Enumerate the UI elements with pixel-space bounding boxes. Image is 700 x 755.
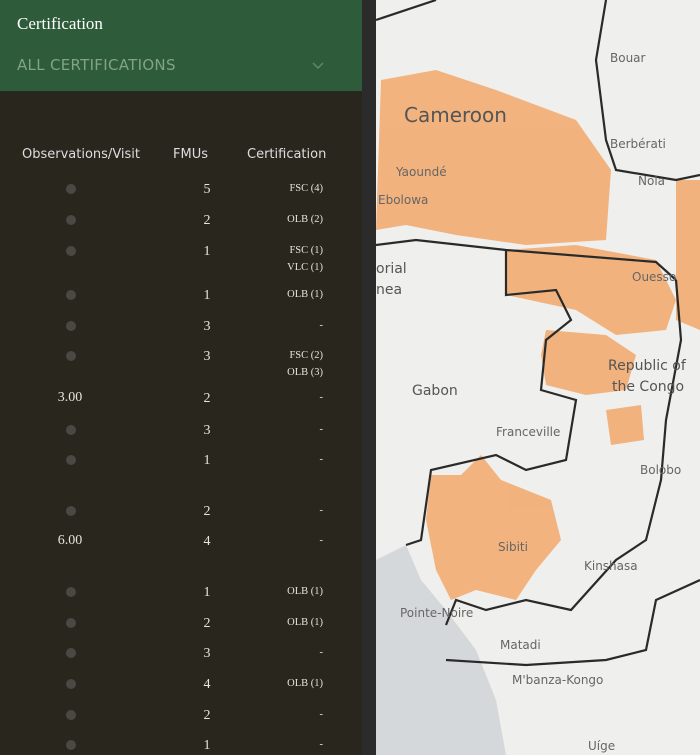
observations: 6.00 <box>57 533 83 548</box>
map-label: the Congo <box>612 379 684 395</box>
fmus: 2 <box>203 616 211 631</box>
certification: - <box>319 392 324 403</box>
column-header[interactable]: Observations/Visit <box>22 147 141 162</box>
certification: OLB (2) <box>287 214 323 225</box>
fmus: 4 <box>203 677 211 692</box>
certification: - <box>319 320 324 331</box>
map-label: orial <box>376 261 407 277</box>
fmus: 2 <box>203 708 211 723</box>
map-label: Franceville <box>496 425 560 439</box>
fmus: 2 <box>203 391 211 406</box>
status-dot <box>66 740 76 750</box>
certification: OLB (1) <box>287 586 323 597</box>
map-label: Bouar <box>610 51 646 65</box>
fmus: 3 <box>203 423 211 438</box>
fmus: 3 <box>203 349 211 364</box>
certification: OLB (3) <box>287 367 323 378</box>
certification: - <box>319 709 324 720</box>
status-dot <box>66 618 76 628</box>
map[interactable]: Cameroon Yaoundé Ebolowa Bouar Berbérati Nola… <box>376 0 700 755</box>
certification: FSC (4) <box>289 183 323 194</box>
header: Certification ALL CERTIFICATIONS <box>0 0 362 91</box>
map-label: Berbérati <box>610 137 666 151</box>
fmus: 3 <box>203 646 211 661</box>
fmus: 2 <box>203 504 211 519</box>
map-label: Matadi <box>500 638 541 652</box>
scrollbar[interactable] <box>362 0 376 755</box>
certification: VLC (1) <box>287 262 323 273</box>
map-label: Ebolowa <box>378 193 428 207</box>
map-label: Pointe-Noire <box>400 606 473 620</box>
fmus: 1 <box>203 738 211 753</box>
status-dot <box>66 506 76 516</box>
status-dot <box>66 679 76 689</box>
map-label: nea <box>376 282 402 298</box>
fmus: 1 <box>203 244 211 259</box>
status-dot <box>66 215 76 225</box>
certification: - <box>319 647 324 658</box>
status-dot <box>66 455 76 465</box>
status-dot <box>66 184 76 194</box>
certification: - <box>319 535 324 546</box>
map-label: M'banza-Kongo <box>512 673 603 687</box>
map-label: Kinshasa <box>584 559 638 573</box>
fmus: 1 <box>203 585 211 600</box>
certification: - <box>319 454 324 465</box>
filter-select[interactable]: ALL CERTIFICATIONS <box>17 56 176 74</box>
fmus: 1 <box>203 288 211 303</box>
status-dot <box>66 648 76 658</box>
map-label: Bolobo <box>640 463 681 477</box>
sidebar: Certification ALL CERTIFICATIONS Observa… <box>0 0 362 755</box>
certification: OLB (1) <box>287 617 323 628</box>
chevron[interactable] <box>312 62 324 70</box>
status-dot <box>66 246 76 256</box>
fmus: 5 <box>203 182 211 197</box>
certification: FSC (1) <box>289 245 323 256</box>
certification: OLB (1) <box>287 678 323 689</box>
status-dot <box>66 710 76 720</box>
map-label: Sibiti <box>498 540 528 554</box>
fmus: 2 <box>203 213 211 228</box>
map-label: Nola <box>638 174 665 188</box>
map-label: Ouesso <box>632 270 676 284</box>
status-dot <box>66 351 76 361</box>
fmus: 4 <box>203 534 211 549</box>
status-dot <box>66 425 76 435</box>
observations: 3.00 <box>57 390 83 405</box>
certification: - <box>319 424 324 435</box>
fmus: 1 <box>203 453 211 468</box>
certification: - <box>319 739 324 750</box>
column-header[interactable]: FMUs <box>173 147 208 162</box>
status-dot <box>66 290 76 300</box>
map-label: Yaoundé <box>395 165 447 179</box>
status-dot <box>66 321 76 331</box>
map-label: Cameroon <box>404 103 507 127</box>
certification: OLB (1) <box>287 289 323 300</box>
map-label: Republic of <box>608 358 687 374</box>
status-dot <box>66 587 76 597</box>
certification: FSC (2) <box>289 350 323 361</box>
map-label: Gabon <box>412 383 458 399</box>
column-header[interactable]: Certification <box>247 147 327 162</box>
fmus: 3 <box>203 319 211 334</box>
title: Certification <box>17 14 103 33</box>
map-label: Uíge <box>588 739 615 753</box>
certification: - <box>319 505 324 516</box>
